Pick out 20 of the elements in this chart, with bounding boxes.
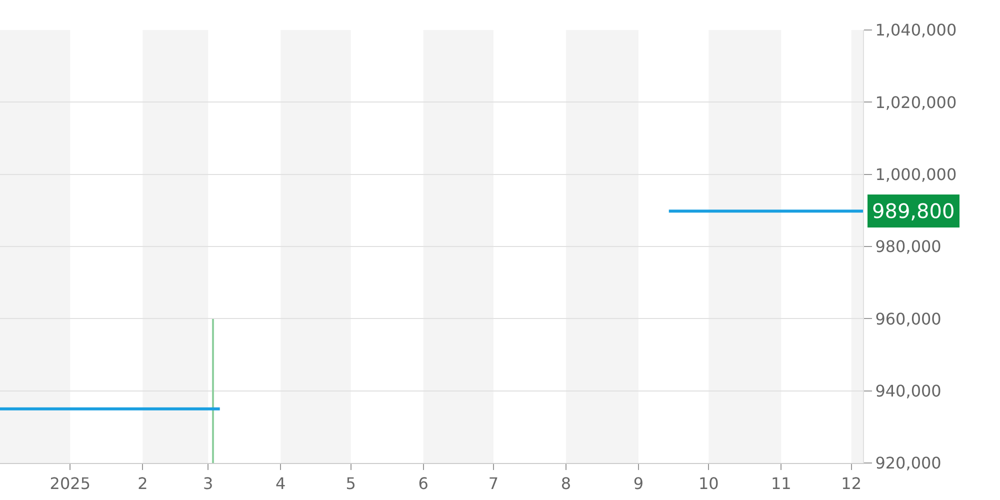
annotation: 989,800: [872, 199, 955, 223]
y-tick-label: 980,000: [875, 237, 942, 256]
y-tick-label: 940,000: [875, 381, 942, 400]
x-tick-label: 6: [418, 474, 428, 494]
x-tick-label: 11: [770, 474, 792, 494]
y-tick-label: 1,000,000: [875, 164, 957, 184]
y-tick-label: 1,040,000: [875, 20, 957, 40]
x-tick-label: 12: [841, 474, 862, 494]
x-tick-label: 9: [633, 474, 644, 494]
x-tick-label: 2: [138, 474, 148, 494]
y-tick-label: 1,020,000: [875, 92, 957, 112]
x-tick-label: 5: [346, 474, 356, 494]
y-tick-label: 960,000: [875, 309, 942, 328]
x-tick-label: 4: [276, 474, 286, 494]
x-tick-label: 10: [698, 474, 719, 494]
x-tick-label: 3: [203, 474, 214, 494]
x-tick-label: 8: [560, 474, 572, 494]
x-tick-label: 2025: [50, 474, 91, 494]
x-tick-label: 7: [488, 474, 499, 494]
y-tick-label: 920,000: [875, 454, 942, 473]
